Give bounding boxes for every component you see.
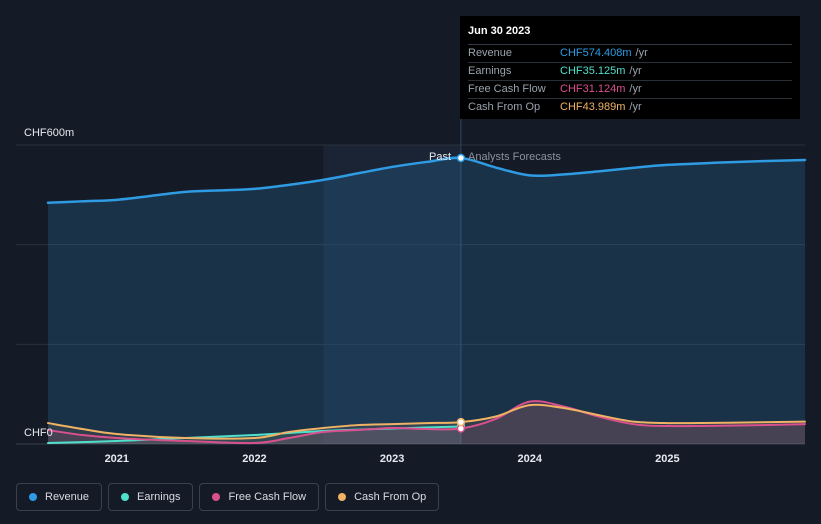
tooltip-label: Cash From Op [468,101,541,113]
tooltip-value: CHF574.408m [560,47,632,59]
legend-item-earnings[interactable]: Earnings [108,483,194,511]
tooltip-unit: /yr [629,83,642,95]
marker-revenue [456,153,466,163]
tooltip-unit: /yr [629,101,642,113]
y-axis-bottom-label: CHF0 [24,427,53,439]
grid-lines [16,16,805,445]
legend-item-revenue[interactable]: Revenue [16,483,103,511]
legend-label: Free Cash Flow [228,491,307,503]
tooltip-value: CHF35.125m [560,65,626,77]
legend-label: Revenue [45,491,90,503]
line-free-cash-flow [47,400,806,445]
tooltip-value: CHF31.124m [560,83,626,95]
current-markers [456,153,466,433]
legend-label: Earnings [137,491,181,503]
x-tick-label: 2022 [242,453,266,465]
past-highlight-band [323,145,461,444]
area-free-cash-flow [48,401,805,444]
area-revenue [48,157,805,444]
forecast-label: Analysts Forecasts [468,151,561,163]
legend-dot-icon [338,493,347,501]
legend-dot-icon [212,493,221,501]
legend: Revenue Earnings Free Cash Flow Cash Fro… [16,483,440,511]
tooltip-label: Free Cash Flow [468,83,546,95]
series-areas [48,157,805,444]
line-revenue [46,156,807,205]
tooltip-unit: /yr [629,65,642,77]
series-lines [46,156,807,445]
x-tick-label: 2021 [105,453,129,465]
past-label: Past [429,151,451,163]
x-tick-label: 2025 [655,453,679,465]
tooltip-row-revenue: Revenue CHF574.408m /yr [468,45,792,63]
legend-dot-icon [29,493,37,501]
x-tick-label: 2023 [380,453,404,465]
tooltip-row-cash-from-op: Cash From Op CHF43.989m /yr [468,99,792,116]
marker-cash-from-op [456,417,466,427]
tooltip-value: CHF43.989m [560,101,626,113]
line-cash-from-op [47,403,806,440]
tooltip-label: Revenue [468,47,513,59]
tooltip-row-free-cash-flow: Free Cash Flow CHF31.124m /yr [468,81,792,99]
tooltip-unit: /yr [635,47,648,59]
tooltip-date: Jun 30 2023 [468,24,792,45]
tooltip-label: Earnings [468,65,512,77]
tooltip: Jun 30 2023 Revenue CHF574.408m /yr Earn… [460,16,800,119]
legend-item-free-cash-flow[interactable]: Free Cash Flow [199,483,320,511]
legend-item-cash-from-op[interactable]: Cash From Op [325,483,440,511]
legend-dot-icon [121,493,130,501]
x-tick-label: 2024 [517,453,542,465]
y-axis-top-label: CHF600m [24,127,74,139]
area-cash-from-op [48,404,805,444]
tooltip-row-earnings: Earnings CHF35.125m /yr [468,63,792,81]
legend-label: Cash From Op [354,491,427,503]
x-axis: 2021 2022 2023 2024 2025 [105,453,680,465]
